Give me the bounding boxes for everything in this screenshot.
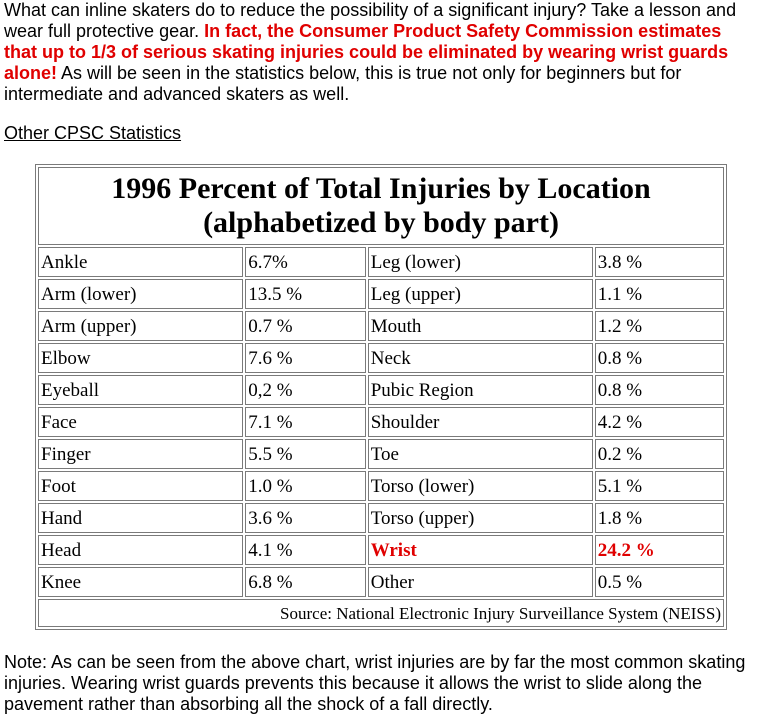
body-part-cell: Other	[367, 567, 593, 597]
percent-cell: 1.0 %	[245, 471, 366, 501]
body-part-cell: Elbow	[38, 343, 244, 373]
body-part-cell: Neck	[367, 343, 593, 373]
table-row: Hand 3.6 % Torso (upper) 1.8 %	[38, 503, 724, 533]
other-cpsc-statistics-link[interactable]: Other CPSC Statistics	[4, 123, 182, 143]
percent-cell: 0.8 %	[594, 343, 724, 373]
table-row: Foot 1.0 % Torso (lower) 5.1 %	[38, 471, 724, 501]
percent-cell: 5.5 %	[245, 439, 366, 469]
table-row: Arm (upper) 0.7 % Mouth 1.2 %	[38, 311, 724, 341]
body-part-cell: Toe	[367, 439, 593, 469]
body-part-cell: Foot	[38, 471, 244, 501]
table-title-row: 1996 Percent of Total Injuries by Locati…	[38, 167, 724, 245]
body-part-cell: Torso (lower)	[367, 471, 593, 501]
body-part-cell: Shoulder	[367, 407, 593, 437]
body-part-cell: Eyeball	[38, 375, 244, 405]
body-part-cell: Pubic Region	[367, 375, 593, 405]
table-title-line1: 1996 Percent of Total Injuries by Locati…	[111, 172, 651, 205]
percent-cell: 3.8 %	[594, 247, 724, 277]
table-row: Face 7.1 % Shoulder 4.2 %	[38, 407, 724, 437]
table-row: Knee 6.8 % Other 0.5 %	[38, 567, 724, 597]
note-paragraph: Note: As can be seen from the above char…	[4, 652, 746, 714]
intro-highlight: In fact, the Consumer Product Safety Com…	[4, 21, 729, 83]
body-part-cell: Leg (upper)	[367, 279, 593, 309]
percent-cell: 5.1 %	[594, 471, 724, 501]
body-part-cell: Finger	[38, 439, 244, 469]
body-part-cell: Ankle	[38, 247, 244, 277]
percent-cell: 7.1 %	[245, 407, 366, 437]
percent-cell: 13.5 %	[245, 279, 366, 309]
table-title: 1996 Percent of Total Injuries by Locati…	[38, 167, 724, 245]
percent-cell: 0.2 %	[594, 439, 724, 469]
table-row: Ankle 6.7% Leg (lower) 3.8 %	[38, 247, 724, 277]
body-part-cell: Arm (upper)	[38, 311, 244, 341]
intro-text-start: What can inline skaters do to reduce the…	[4, 0, 737, 41]
percent-cell: 4.1 %	[245, 535, 366, 565]
percent-cell: 0,2 %	[245, 375, 366, 405]
percent-cell: 1.2 %	[594, 311, 724, 341]
body-part-cell: Mouth	[367, 311, 593, 341]
percent-cell: 6.7%	[245, 247, 366, 277]
table-row: Eyeball 0,2 % Pubic Region 0.8 %	[38, 375, 724, 405]
percent-cell: 3.6 %	[245, 503, 366, 533]
intro-text-end: As will be seen in the statistics below,…	[4, 63, 682, 104]
body-part-cell: Arm (lower)	[38, 279, 244, 309]
percent-cell: 6.8 %	[245, 567, 366, 597]
table-row: Arm (lower) 13.5 % Leg (upper) 1.1 %	[38, 279, 724, 309]
intro-paragraph: What can inline skaters do to reduce the…	[4, 0, 756, 105]
body-part-cell: Wrist	[367, 535, 593, 565]
injury-table: 1996 Percent of Total Injuries by Locati…	[35, 164, 727, 630]
percent-cell: 4.2 %	[594, 407, 724, 437]
percent-cell: 24.2 %	[594, 535, 724, 565]
body-part-cell: Knee	[38, 567, 244, 597]
body-part-cell: Hand	[38, 503, 244, 533]
source-note: Source: National Electronic Injury Surve…	[38, 599, 724, 627]
percent-cell: 1.1 %	[594, 279, 724, 309]
body-part-cell: Leg (lower)	[367, 247, 593, 277]
table-row: Finger 5.5 % Toe 0.2 %	[38, 439, 724, 469]
body-part-cell: Face	[38, 407, 244, 437]
percent-cell: 1.8 %	[594, 503, 724, 533]
percent-cell: 0.7 %	[245, 311, 366, 341]
table-row: Elbow 7.6 % Neck 0.8 %	[38, 343, 724, 373]
percent-cell: 7.6 %	[245, 343, 366, 373]
table-row: Head 4.1 % Wrist 24.2 %	[38, 535, 724, 565]
body-part-cell: Head	[38, 535, 244, 565]
percent-cell: 0.5 %	[594, 567, 724, 597]
source-row: Source: National Electronic Injury Surve…	[38, 599, 724, 627]
table-title-line2: (alphabetized by body part)	[203, 206, 559, 239]
body-part-cell: Torso (upper)	[367, 503, 593, 533]
percent-cell: 0.8 %	[594, 375, 724, 405]
